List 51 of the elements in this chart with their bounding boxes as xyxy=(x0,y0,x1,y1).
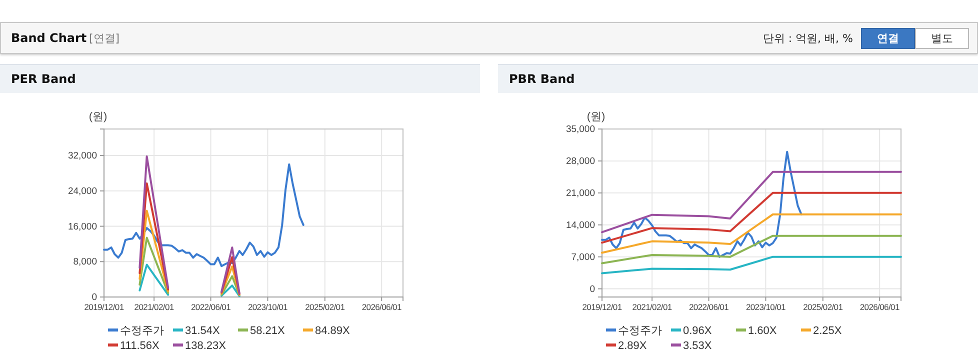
legend-label: 수정주가 xyxy=(618,325,662,337)
x-tick-label: 2021/02/01 xyxy=(632,302,672,312)
y-tick-label: 28,000 xyxy=(566,156,595,167)
text: 단위 : 억원, 배, % xyxy=(762,31,853,46)
y-axis-title: (원) xyxy=(586,111,606,123)
x-tick-label: 2025/02/01 xyxy=(803,302,844,312)
x-tick-label: 2022/06/01 xyxy=(688,302,730,312)
toggle-button: 연결 xyxy=(861,28,915,49)
x-tick-label: 2023/10/01 xyxy=(746,302,786,312)
x-tick-label: 2019/12/01 xyxy=(582,302,622,312)
line-series xyxy=(601,234,902,264)
line-series xyxy=(601,213,902,254)
legend-label: 수정주가 xyxy=(120,325,164,337)
legend-label: 84.89X xyxy=(315,325,351,337)
line-series xyxy=(103,163,304,268)
x-tick-label: 2026/06/01 xyxy=(362,302,402,312)
x-tick-label: 2025/02/01 xyxy=(305,302,346,312)
chart-title: PER Band xyxy=(0,64,480,93)
x-tick-label: 2021/02/01 xyxy=(134,302,174,312)
legend-label: 2.25X xyxy=(813,325,842,337)
y-tick-label: 14,000 xyxy=(566,220,595,231)
y-tick-label: 32,000 xyxy=(68,150,97,162)
y-tick-label: 0 xyxy=(92,292,97,304)
text: [연결] xyxy=(89,31,120,46)
legend-label: 111.56X xyxy=(120,340,160,352)
line-series xyxy=(601,170,902,234)
legend-label: 0.96X xyxy=(683,325,712,337)
line-series xyxy=(601,192,902,244)
y-axis-title: (원) xyxy=(88,111,108,123)
y-tick-label: 7,000 xyxy=(571,252,595,263)
x-tick-label: 2022/06/01 xyxy=(190,302,232,312)
y-tick-label: 35,000 xyxy=(566,124,595,136)
y-tick-label: 8,000 xyxy=(73,256,97,268)
chart-title: PBR Band xyxy=(498,64,978,93)
y-tick-label: 0 xyxy=(590,284,595,295)
legend-label: 1.60X xyxy=(748,325,778,337)
y-tick-label: 16,000 xyxy=(68,221,97,232)
toggle-button: 별도 xyxy=(915,28,969,49)
legend-label: 31.54X xyxy=(185,325,221,337)
line-series xyxy=(601,256,902,274)
line-series xyxy=(601,150,802,258)
legend-label: 138.23X xyxy=(185,340,227,352)
text: Band Chart xyxy=(11,31,87,45)
x-tick-label: 2019/12/01 xyxy=(84,302,124,312)
legend-label: 3.53X xyxy=(683,340,712,352)
legend-label: 2.89X xyxy=(618,340,648,352)
x-tick-label: 2023/10/01 xyxy=(248,302,288,312)
x-tick-label: 2026/06/01 xyxy=(860,302,900,312)
legend-label: 58.21X xyxy=(250,325,286,337)
y-tick-label: 24,000 xyxy=(68,186,97,197)
y-tick-label: 21,000 xyxy=(566,188,595,199)
